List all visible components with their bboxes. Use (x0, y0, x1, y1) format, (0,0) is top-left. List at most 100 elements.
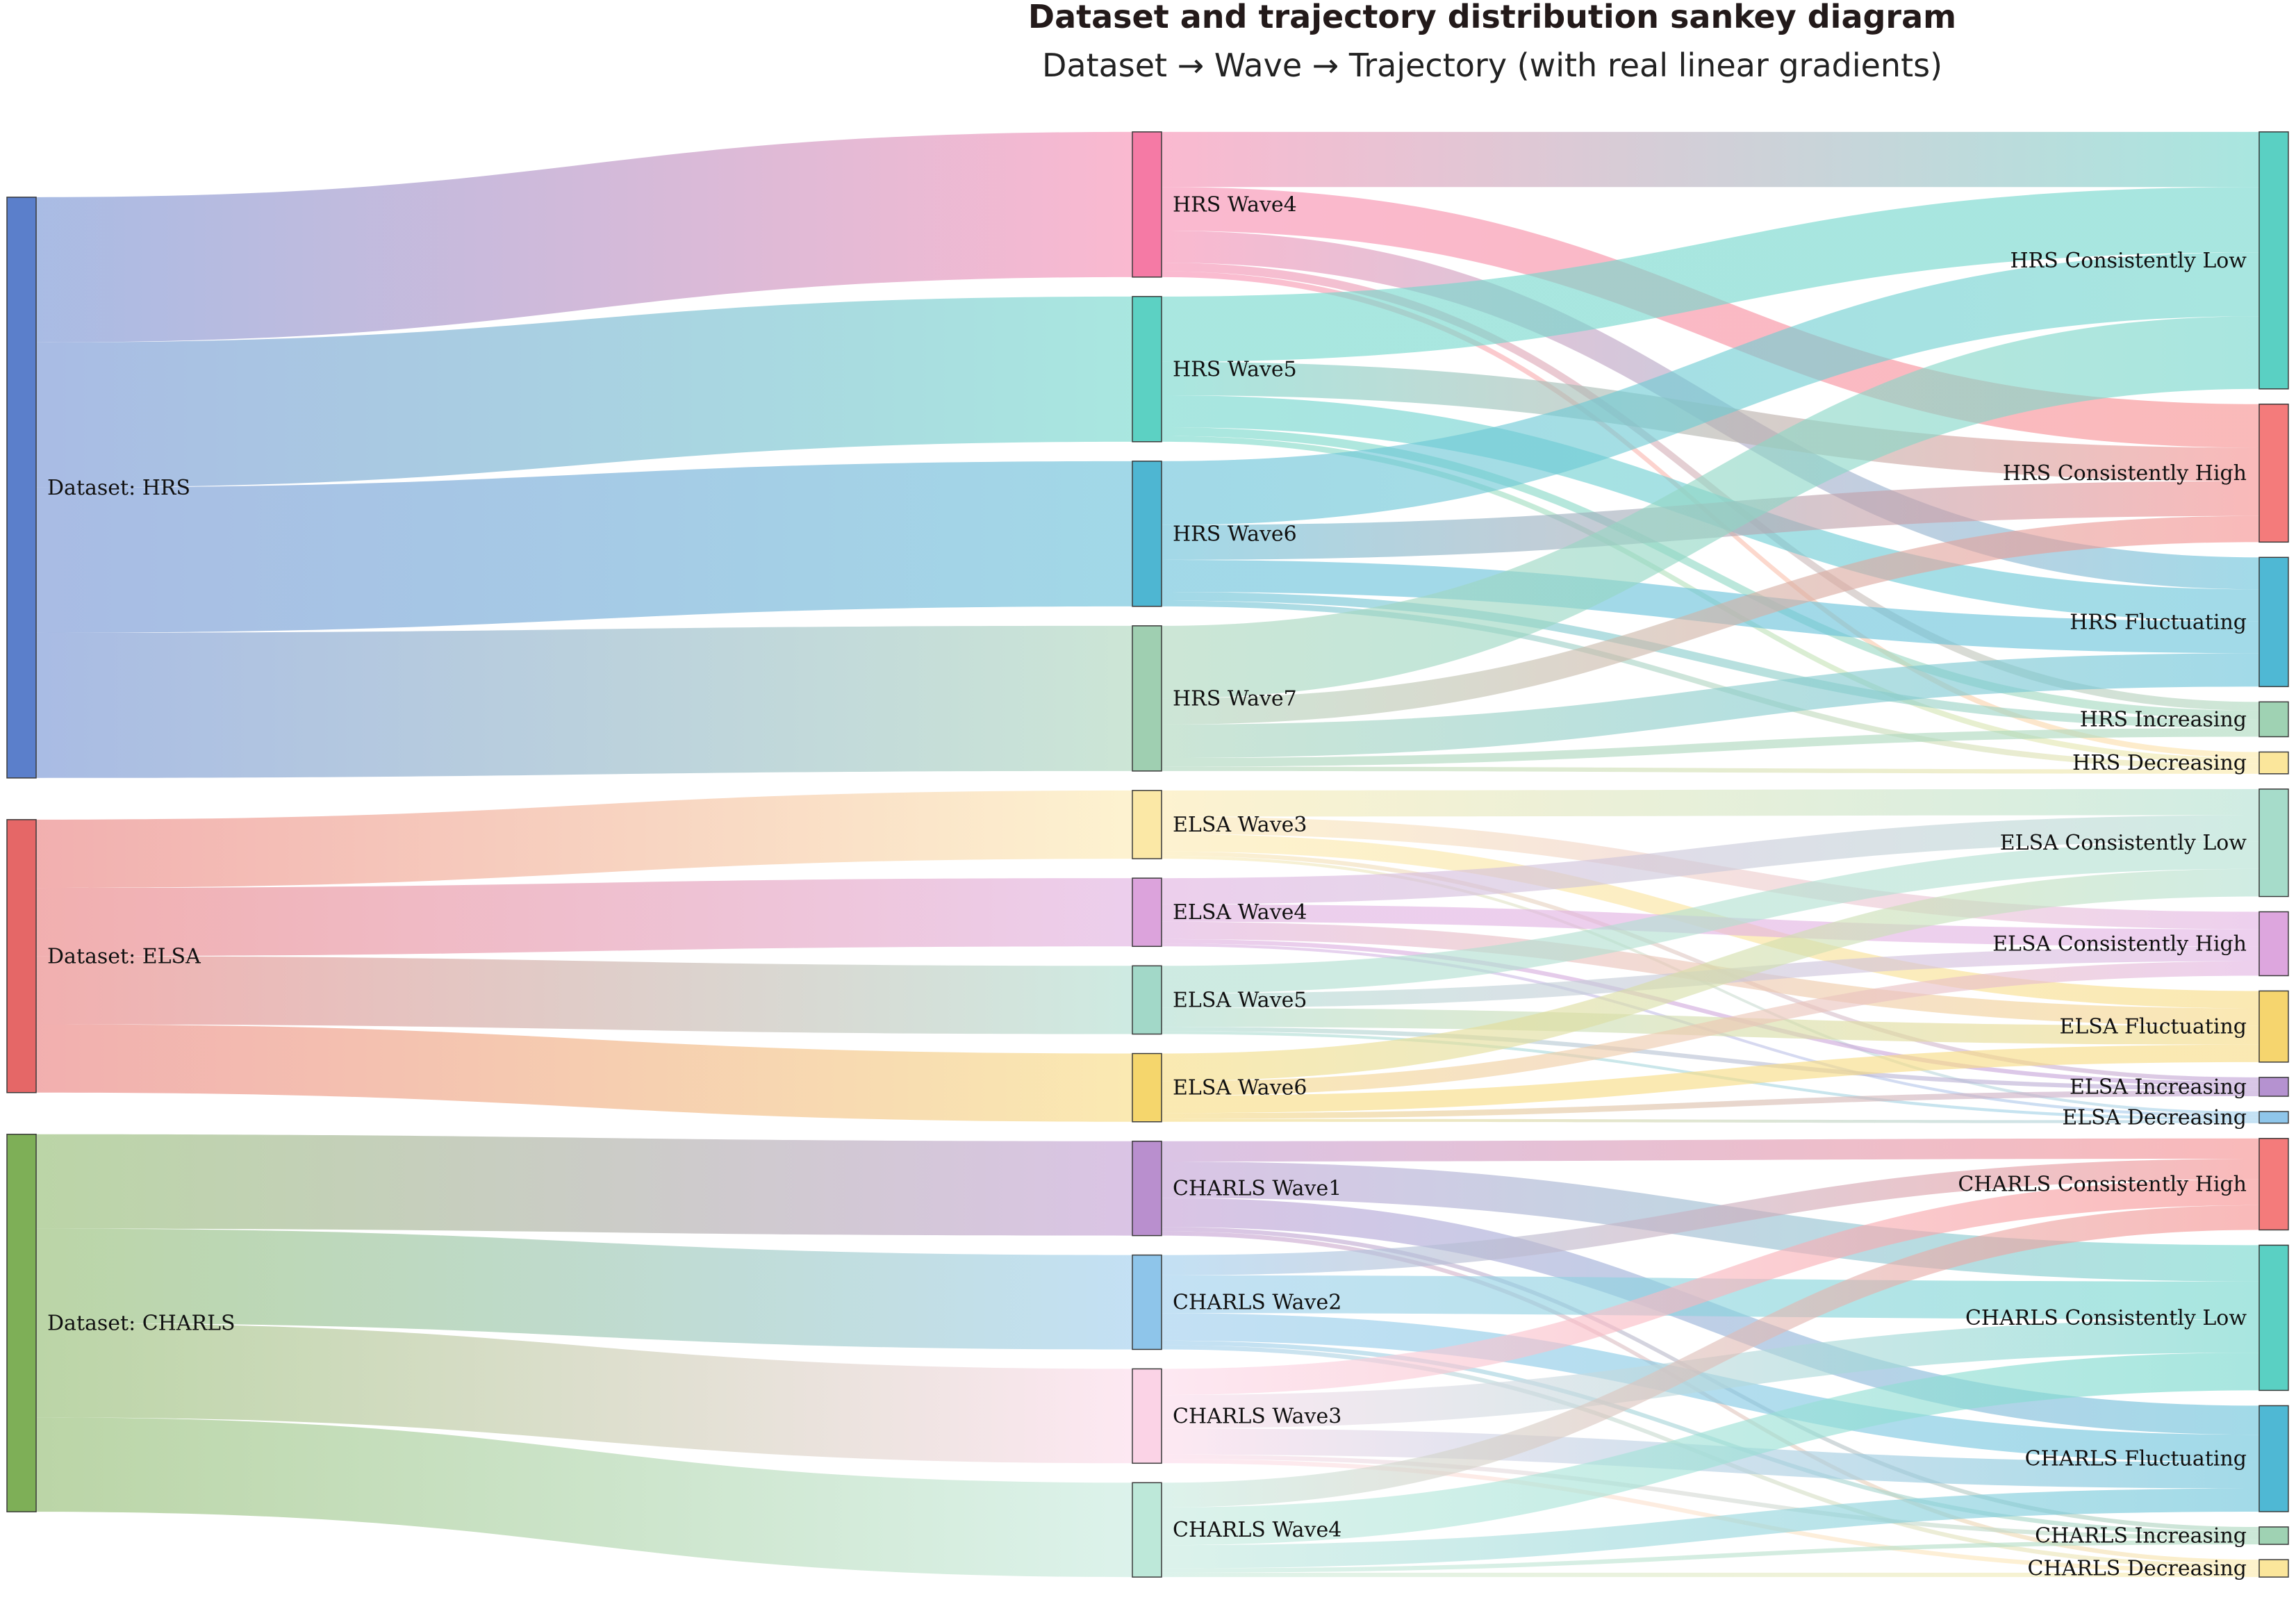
link-elsa_w3-to-elsa_low (1162, 788, 2259, 817)
node-ds_charls (6, 1134, 37, 1512)
node-hrs_fluc (2258, 556, 2289, 688)
node-hrs_high (2258, 404, 2289, 543)
node-elsa_w4 (1132, 877, 1162, 948)
node-elsa_dec (2258, 1111, 2289, 1124)
node-hrs_w6 (1132, 461, 1162, 607)
node-elsa_w6 (1132, 1052, 1162, 1123)
link-elsa_w6-to-elsa_fluc (1162, 1044, 2259, 1114)
link-ds_charls-to-charls_w3 (36, 1323, 1132, 1464)
node-label-ds_hrs: Dataset: HRS (47, 476, 190, 500)
link-hrs_w7-to-hrs_low (1162, 316, 2259, 699)
node-label-charls_high: CHARLS Consistently High (1958, 1173, 2247, 1197)
node-charls_dec (2258, 1559, 2289, 1578)
link-hrs_w6-to-hrs_dec (1162, 600, 2259, 770)
node-charls_inc (2258, 1526, 2289, 1545)
links-layer (36, 131, 2259, 1578)
node-elsa_w3 (1132, 790, 1162, 859)
node-label-hrs_w4: HRS Wave4 (1173, 192, 1297, 217)
node-label-hrs_w5: HRS Wave5 (1173, 357, 1297, 381)
node-label-hrs_low: HRS Consistently Low (2010, 249, 2247, 273)
link-charls_w2-to-charls_high (1162, 1159, 2259, 1275)
node-label-hrs_fluc: HRS Fluctuating (2070, 610, 2247, 634)
node-ds_elsa (6, 819, 37, 1093)
link-hrs_w5-to-hrs_inc (1162, 427, 2259, 720)
node-label-elsa_w4: ELSA Wave4 (1173, 900, 1307, 925)
link-hrs_w6-to-hrs_inc (1162, 591, 2259, 728)
link-hrs_w7-to-hrs_dec (1162, 766, 2259, 774)
node-label-hrs_dec: HRS Decreasing (2072, 751, 2247, 775)
link-charls_w4-to-charls_low (1162, 1353, 2259, 1546)
node-label-elsa_fluc: ELSA Fluctuating (2059, 1015, 2247, 1039)
node-label-elsa_high: ELSA Consistently High (1992, 932, 2247, 956)
node-label-hrs_w7: HRS Wave7 (1173, 686, 1297, 711)
link-elsa_w6-to-elsa_dec (1162, 1118, 2259, 1123)
link-hrs_w4-to-hrs_low (1162, 131, 2259, 188)
nodes-layer: Dataset: HRS Dataset: ELSA Dataset: CHARLS… (6, 131, 2289, 1581)
node-charls_w4 (1132, 1482, 1162, 1578)
node-charls_fluc (2258, 1405, 2289, 1512)
node-label-elsa_low: ELSA Consistently Low (2000, 831, 2247, 855)
node-label-charls_inc: CHARLS Increasing (2035, 1524, 2247, 1548)
node-charls_low (2258, 1244, 2289, 1391)
link-elsa_w4-to-elsa_low (1162, 815, 2259, 904)
link-charls_w3-to-charls_inc (1162, 1454, 2259, 1540)
link-ds_charls-to-charls_w4 (36, 1417, 1132, 1578)
node-hrs_w7 (1132, 625, 1162, 772)
link-charls_w3-to-charls_high (1162, 1179, 2259, 1396)
link-hrs_w7-to-hrs_high (1162, 515, 2259, 725)
link-elsa_w4-to-elsa_inc (1162, 939, 2259, 1087)
diagram-title: Dataset and trajectory distribution sank… (1028, 0, 1956, 35)
link-ds_hrs-to-hrs_w7 (36, 625, 1132, 778)
node-label-elsa_dec: ELSA Decreasing (2062, 1105, 2247, 1130)
link-hrs_w6-to-hrs_low (1162, 252, 2259, 525)
node-label-ds_charls: Dataset: CHARLS (47, 1311, 236, 1335)
node-label-charls_dec: CHARLS Decreasing (2028, 1557, 2247, 1581)
node-label-ds_elsa: Dataset: ELSA (47, 944, 201, 968)
node-hrs_inc (2258, 701, 2289, 738)
link-ds_hrs-to-hrs_w5 (36, 296, 1132, 488)
link-elsa_w5-to-elsa_inc (1162, 1027, 2259, 1091)
link-hrs_w5-to-hrs_high (1162, 361, 2259, 481)
link-hrs_w7-to-hrs_fluc (1162, 653, 2259, 759)
node-label-charls_w1: CHARLS Wave1 (1173, 1177, 1341, 1201)
diagram-subtitle: Dataset → Wave → Trajectory (with real l… (1042, 47, 1942, 84)
node-elsa_low (2258, 788, 2289, 898)
node-hrs_dec (2258, 751, 2289, 775)
link-charls_w4-to-charls_inc (1162, 1539, 2259, 1573)
node-label-charls_w3: CHARLS Wave3 (1173, 1404, 1341, 1428)
node-charls_w1 (1132, 1141, 1162, 1237)
node-elsa_w5 (1132, 965, 1162, 1035)
node-elsa_inc (2258, 1077, 2289, 1097)
node-label-elsa_inc: ELSA Increasing (2070, 1075, 2247, 1099)
link-hrs_w7-to-hrs_inc (1162, 727, 2259, 767)
link-elsa_w5-to-elsa_low (1162, 841, 2259, 994)
node-charls_high (2258, 1138, 2289, 1231)
link-ds_hrs-to-hrs_w4 (36, 131, 1132, 342)
node-charls_w3 (1132, 1368, 1162, 1464)
node-hrs_w5 (1132, 296, 1162, 443)
link-charls_w3-to-charls_low (1162, 1319, 2259, 1429)
link-charls_w1-to-charls_fluc (1162, 1198, 2259, 1435)
link-elsa_w3-to-elsa_high (1162, 816, 2259, 930)
link-ds_charls-to-charls_w2 (36, 1228, 1132, 1350)
link-ds_elsa-to-elsa_w3 (36, 790, 1132, 889)
node-label-elsa_w3: ELSA Wave3 (1173, 813, 1307, 837)
link-ds_hrs-to-hrs_w6 (36, 461, 1132, 633)
link-hrs_w6-to-hrs_fluc (1162, 559, 2259, 654)
node-elsa_fluc (2258, 990, 2289, 1063)
link-charls_w4-to-charls_high (1162, 1205, 2259, 1507)
link-ds_elsa-to-elsa_w4 (36, 878, 1132, 957)
link-ds_elsa-to-elsa_w5 (36, 956, 1132, 1034)
node-label-charls_w2: CHARLS Wave2 (1173, 1291, 1341, 1315)
node-label-charls_low: CHARLS Consistently Low (1965, 1306, 2247, 1330)
node-label-elsa_w5: ELSA Wave5 (1173, 988, 1307, 1012)
link-elsa_w6-to-elsa_high (1162, 961, 2259, 1096)
link-charls_w3-to-charls_dec (1162, 1459, 2259, 1573)
node-label-charls_w4: CHARLS Wave4 (1173, 1518, 1341, 1542)
node-hrs_low (2258, 131, 2289, 390)
node-label-elsa_w6: ELSA Wave6 (1173, 1076, 1307, 1100)
node-label-hrs_high: HRS Consistently High (2003, 461, 2247, 486)
link-elsa_w6-to-elsa_low (1162, 868, 2259, 1082)
node-label-hrs_inc: HRS Increasing (2080, 707, 2247, 732)
